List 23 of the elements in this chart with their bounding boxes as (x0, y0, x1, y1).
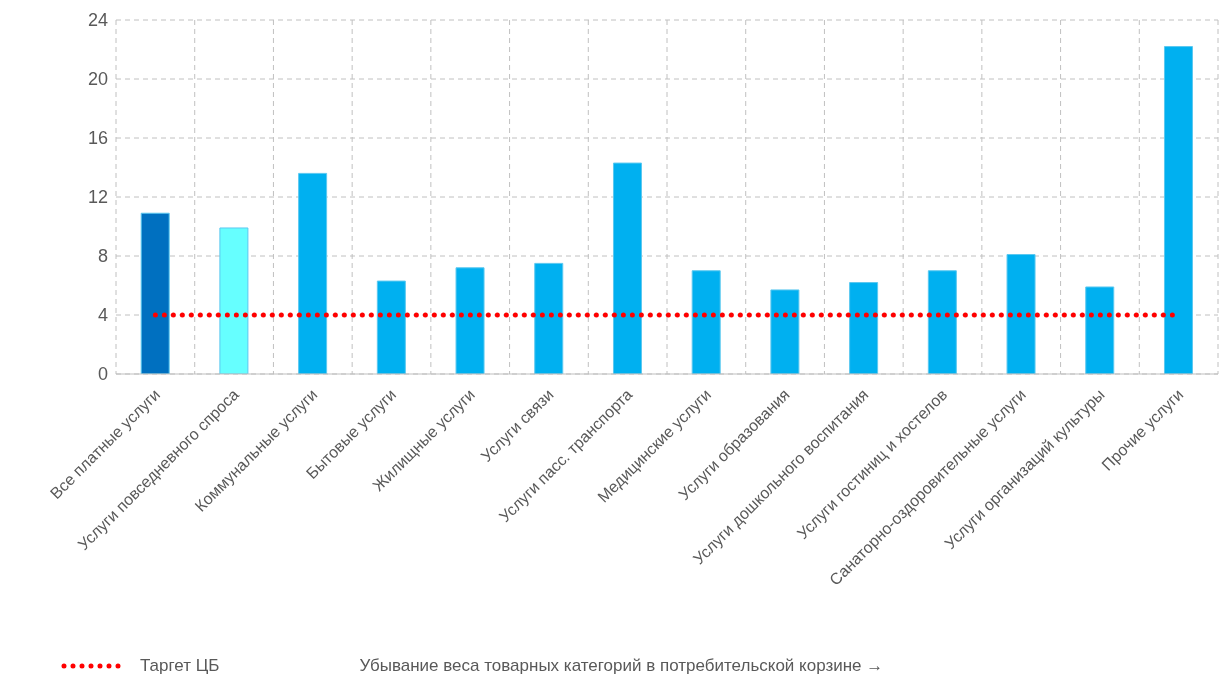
bar (1163, 46, 1193, 374)
bar (298, 172, 328, 374)
y-tick-label: 16 (87, 128, 108, 149)
bar (219, 227, 249, 374)
bar (849, 282, 879, 374)
y-tick-label: 20 (87, 69, 108, 90)
y-tick-label: 12 (87, 187, 108, 208)
bar (612, 162, 642, 374)
y-tick-label: 4 (97, 305, 108, 326)
y-tick-label: 8 (97, 246, 108, 267)
bar (534, 262, 564, 374)
bar (770, 289, 800, 374)
y-tick-label: 24 (87, 10, 108, 31)
y-tick-label: 0 (97, 364, 108, 385)
legend-label: Таргет ЦБ (139, 656, 220, 676)
bar (1085, 286, 1115, 374)
bar (140, 212, 170, 374)
bar (927, 270, 957, 374)
bar (1006, 254, 1036, 374)
text: Убывание веса товарных категорий в потребительской корзине → (359, 656, 884, 676)
bar (376, 280, 406, 374)
bar (691, 270, 721, 374)
bar (455, 267, 485, 374)
